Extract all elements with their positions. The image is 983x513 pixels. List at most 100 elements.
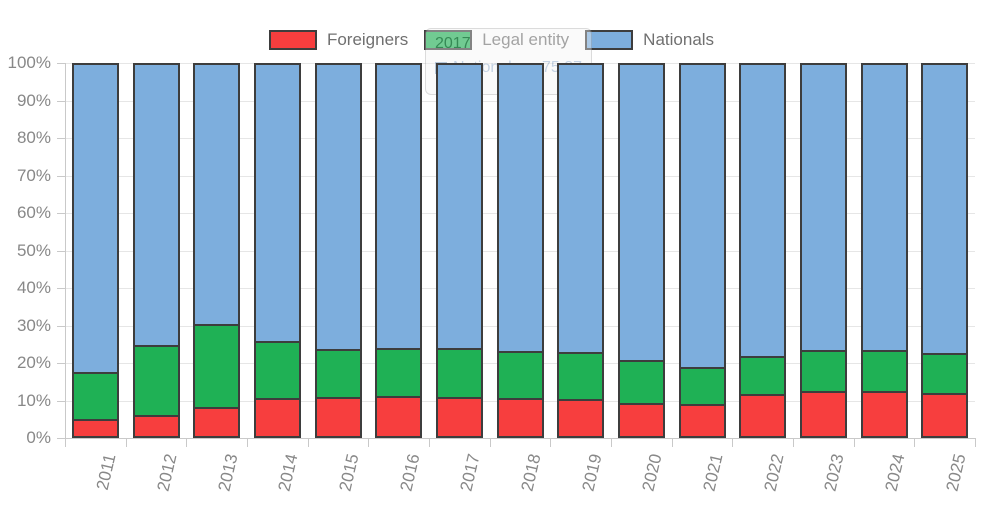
bar-segment-nationals-2023[interactable] bbox=[799, 63, 847, 352]
y-axis-label-80%: 80% bbox=[16, 128, 51, 147]
bar-segment-nationals-2015[interactable] bbox=[314, 63, 362, 352]
bar-segment-legal-entity-2023[interactable] bbox=[799, 349, 847, 393]
bar-2018[interactable] bbox=[496, 63, 544, 438]
y-axis-tick bbox=[57, 325, 66, 327]
y-axis-tick bbox=[57, 213, 66, 214]
y-axis-label-100%: 100% bbox=[7, 53, 51, 72]
y-axis-label-20%: 20% bbox=[16, 353, 51, 372]
bar-segment-legal-entity-2016[interactable] bbox=[375, 348, 423, 398]
bar-segment-legal-entity-2012[interactable] bbox=[132, 345, 180, 418]
legend-item-foreigners[interactable]: Foreigners bbox=[268, 30, 408, 50]
bar-2014[interactable] bbox=[253, 63, 301, 438]
x-axis-tick bbox=[247, 438, 248, 447]
y-axis-label-0%: 0% bbox=[26, 428, 51, 447]
x-axis-tick bbox=[186, 438, 188, 447]
x-axis-label-2013: 2013 bbox=[214, 452, 242, 494]
bar-2015[interactable] bbox=[314, 63, 362, 438]
bar-segment-foreigners-2017[interactable] bbox=[435, 397, 483, 438]
x-axis-label-2020: 2020 bbox=[638, 452, 666, 494]
y-axis-label-70%: 70% bbox=[16, 165, 51, 185]
x-axis-label-2014: 2014 bbox=[274, 452, 302, 494]
bar-segment-legal-entity-2022[interactable] bbox=[739, 355, 787, 397]
x-axis-tick bbox=[368, 438, 370, 447]
bar-segment-nationals-2022[interactable] bbox=[739, 63, 787, 358]
x-axis-label-2015: 2015 bbox=[335, 452, 363, 494]
bar-segment-nationals-2013[interactable] bbox=[193, 63, 241, 327]
bar-segment-nationals-2021[interactable] bbox=[678, 63, 726, 369]
y-axis-tick bbox=[57, 438, 66, 439]
bar-segment-nationals-2024[interactable] bbox=[860, 63, 908, 353]
bar-segment-foreigners-2025[interactable] bbox=[921, 392, 969, 438]
bar-segment-foreigners-2022[interactable] bbox=[739, 394, 787, 438]
bar-2012[interactable] bbox=[132, 63, 180, 438]
y-axis-label-10%: 10% bbox=[16, 390, 51, 410]
bar-segment-legal-entity-2018[interactable] bbox=[496, 351, 544, 401]
bar-segment-foreigners-2015[interactable] bbox=[314, 396, 362, 438]
bar-segment-legal-entity-2020[interactable] bbox=[617, 359, 665, 405]
bar-segment-foreigners-2014[interactable] bbox=[253, 398, 301, 438]
tooltip-title: 2017 bbox=[435, 35, 471, 52]
bar-2019[interactable] bbox=[557, 63, 605, 438]
bar-segment-foreigners-2016[interactable] bbox=[375, 396, 423, 438]
bar-2017[interactable] bbox=[435, 63, 483, 438]
bar-segment-nationals-2017[interactable] bbox=[435, 63, 483, 350]
bar-segment-foreigners-2013[interactable] bbox=[193, 407, 241, 438]
bar-segment-legal-entity-2011[interactable] bbox=[71, 371, 119, 422]
bar-segment-legal-entity-2015[interactable] bbox=[314, 349, 362, 399]
bar-2025[interactable] bbox=[921, 63, 969, 438]
bar-segment-foreigners-2023[interactable] bbox=[799, 390, 847, 438]
bar-2021[interactable] bbox=[678, 63, 726, 438]
bar-2022[interactable] bbox=[739, 63, 787, 438]
bar-segment-legal-entity-2025[interactable] bbox=[921, 352, 969, 395]
bar-segment-legal-entity-2024[interactable] bbox=[860, 350, 908, 393]
bar-segment-nationals-2014[interactable] bbox=[253, 63, 301, 343]
bar-2020[interactable] bbox=[617, 63, 665, 438]
y-axis-tick bbox=[57, 250, 66, 252]
bar-2011[interactable] bbox=[71, 63, 119, 438]
bar-segment-foreigners-2019[interactable] bbox=[557, 398, 605, 438]
bar-segment-foreigners-2011[interactable] bbox=[71, 419, 119, 438]
x-axis-label-2023: 2023 bbox=[820, 452, 848, 494]
bar-segment-nationals-2012[interactable] bbox=[132, 63, 180, 347]
bar-2013[interactable] bbox=[193, 63, 241, 438]
bar-segment-nationals-2019[interactable] bbox=[557, 63, 605, 355]
x-axis-tick bbox=[307, 438, 309, 447]
x-axis-tick bbox=[489, 438, 491, 447]
bar-2023[interactable] bbox=[799, 63, 847, 438]
bar-segment-foreigners-2018[interactable] bbox=[496, 398, 544, 438]
x-axis-label-2016: 2016 bbox=[396, 452, 424, 494]
bar-2024[interactable] bbox=[860, 63, 908, 438]
bar-segment-legal-entity-2021[interactable] bbox=[678, 366, 726, 406]
bar-segment-foreigners-2012[interactable] bbox=[132, 415, 180, 438]
bar-segment-nationals-2018[interactable] bbox=[496, 63, 544, 353]
bar-segment-foreigners-2020[interactable] bbox=[617, 402, 665, 438]
bar-segment-nationals-2011[interactable] bbox=[71, 63, 119, 374]
legend-label-nationals: Nationals bbox=[643, 30, 715, 49]
bar-segment-legal-entity-2017[interactable] bbox=[435, 347, 483, 400]
x-axis-label-2011: 2011 bbox=[93, 452, 120, 492]
x-axis-tick bbox=[550, 438, 552, 447]
bar-segment-foreigners-2021[interactable] bbox=[678, 403, 726, 438]
x-axis-label-2025: 2025 bbox=[942, 452, 970, 494]
y-axis-label-30%: 30% bbox=[16, 315, 51, 335]
x-axis-label-2017: 2017 bbox=[456, 452, 484, 494]
legend-item-legal-entity[interactable]: Legal entity bbox=[424, 30, 569, 50]
bar-segment-nationals-2025[interactable] bbox=[921, 63, 969, 355]
bar-2016[interactable] bbox=[375, 63, 423, 438]
bar-segment-nationals-2016[interactable] bbox=[375, 63, 423, 351]
y-axis-label-50%: 50% bbox=[16, 240, 51, 260]
bar-segment-legal-entity-2014[interactable] bbox=[253, 340, 301, 401]
bar-segment-nationals-2020[interactable] bbox=[617, 63, 665, 362]
chart-legend: Foreigners Legal entity Nationals bbox=[0, 30, 983, 50]
y-axis-label-60%: 60% bbox=[16, 203, 51, 222]
x-axis-tick bbox=[429, 438, 430, 447]
x-axis-label-2024: 2024 bbox=[881, 452, 909, 494]
bar-segment-legal-entity-2019[interactable] bbox=[557, 352, 605, 401]
bar-segment-legal-entity-2013[interactable] bbox=[193, 324, 241, 410]
x-axis-tick bbox=[611, 438, 612, 447]
y-axis-tick bbox=[57, 363, 66, 364]
legend-item-nationals[interactable]: Nationals bbox=[585, 30, 714, 50]
legend-label-legal-entity: Legal entity bbox=[482, 30, 570, 49]
y-axis-tick bbox=[57, 400, 66, 402]
bar-segment-foreigners-2024[interactable] bbox=[860, 390, 908, 438]
